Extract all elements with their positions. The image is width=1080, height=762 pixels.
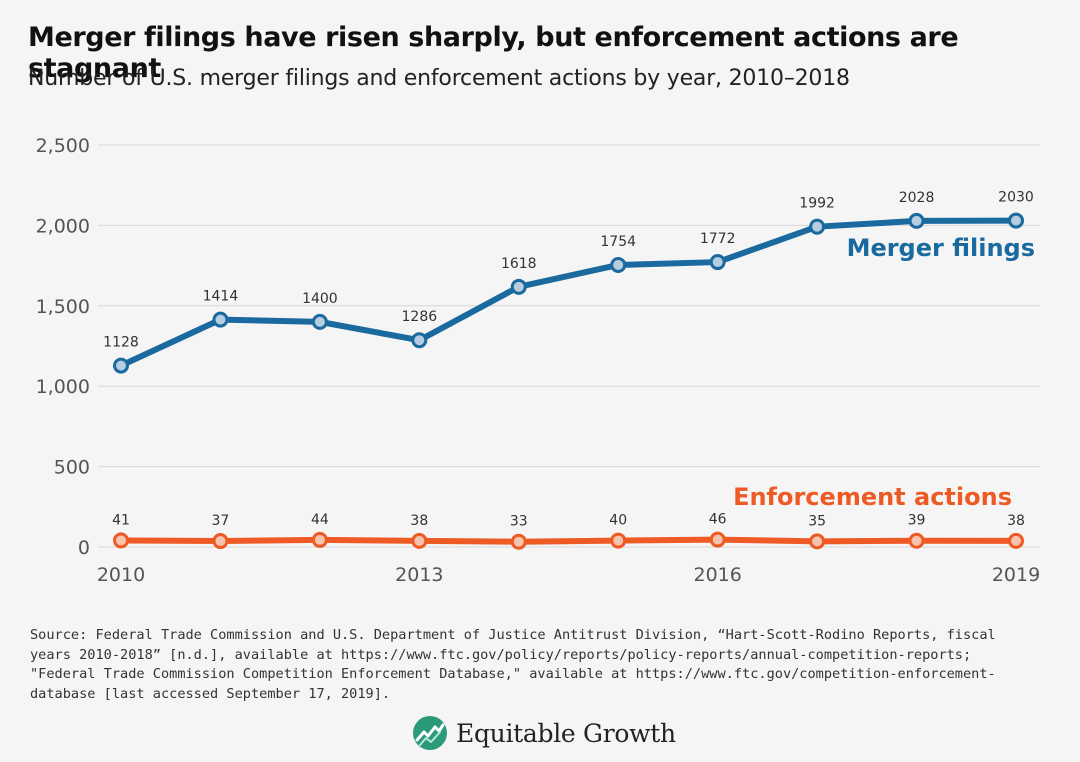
series-labels: Merger filings Enforcement actions	[733, 234, 1035, 511]
series-line	[118, 217, 1019, 369]
x-tick-label: 2019	[992, 564, 1040, 586]
data-point	[1008, 532, 1024, 549]
y-tick-label: 1,000	[36, 376, 90, 398]
data-label: 2028	[899, 190, 935, 206]
data-label: 1772	[700, 231, 736, 247]
data-point	[709, 254, 726, 271]
data-point	[212, 311, 229, 328]
y-tick-label: 0	[78, 537, 90, 559]
data-label: 1400	[302, 291, 338, 307]
chart-title: Merger filings have risen sharply, but e…	[28, 22, 959, 84]
data-label: 46	[709, 512, 727, 528]
series-points	[113, 212, 1024, 550]
equitable-growth-logo-icon	[413, 716, 447, 750]
data-label: 33	[510, 514, 528, 530]
data-point	[411, 332, 428, 349]
data-label: 41	[112, 512, 130, 528]
data-label: 1992	[799, 196, 835, 212]
data-point	[510, 533, 527, 550]
data-label: 38	[1007, 513, 1025, 529]
data-label: 37	[212, 513, 230, 529]
series-line	[118, 536, 1019, 545]
x-tick-label: 2016	[693, 564, 741, 586]
data-label: 1286	[402, 309, 438, 325]
y-tick-label: 2,000	[36, 215, 90, 237]
logo: Equitable Growth	[412, 715, 676, 751]
data-label: 2030	[998, 190, 1034, 206]
data-point	[709, 531, 726, 548]
data-point	[311, 531, 328, 548]
data-point	[908, 532, 925, 549]
y-tick-label: 1,500	[36, 296, 90, 318]
data-point	[809, 218, 826, 235]
x-axis: 2010 2013 2016 2019	[97, 564, 1040, 586]
y-tick-label: 2,500	[36, 135, 90, 157]
data-label: 44	[311, 512, 329, 528]
data-label: 38	[410, 513, 428, 529]
data-point	[610, 532, 627, 549]
data-label: 1414	[203, 289, 239, 305]
data-label: 40	[609, 513, 627, 529]
data-point	[212, 533, 229, 550]
y-axis: 0 500 1,000 1,500 2,000 2,500	[36, 135, 90, 559]
chart-subtitle: Number of U.S. merger filings and enforc…	[28, 66, 850, 91]
x-tick-label: 2010	[97, 564, 145, 586]
data-label: 39	[908, 513, 926, 529]
series-label: Merger filings	[847, 234, 1035, 262]
x-tick-label: 2013	[395, 564, 443, 586]
data-point	[1008, 212, 1024, 229]
data-point	[113, 532, 129, 549]
data-label: 35	[808, 513, 826, 529]
y-tick-label: 500	[54, 457, 90, 479]
series-label: Enforcement actions	[733, 483, 1012, 511]
data-labels: 1128 1414 1400 1286 1618 1754 1772 1992 2028 2030…	[103, 190, 1034, 530]
source-note: Source: Federal Trade Commission and U.S…	[30, 627, 996, 702]
data-point	[113, 357, 129, 374]
data-label: 1754	[600, 234, 636, 250]
series-lines	[118, 217, 1019, 545]
logo-text: Equitable Growth	[456, 718, 676, 748]
data-point	[809, 533, 826, 550]
data-point	[311, 313, 328, 330]
data-point	[510, 278, 527, 295]
data-label: 1618	[501, 256, 537, 272]
data-point	[908, 212, 925, 229]
data-label: 1128	[103, 335, 139, 351]
data-point	[610, 256, 627, 273]
data-point	[411, 532, 428, 549]
